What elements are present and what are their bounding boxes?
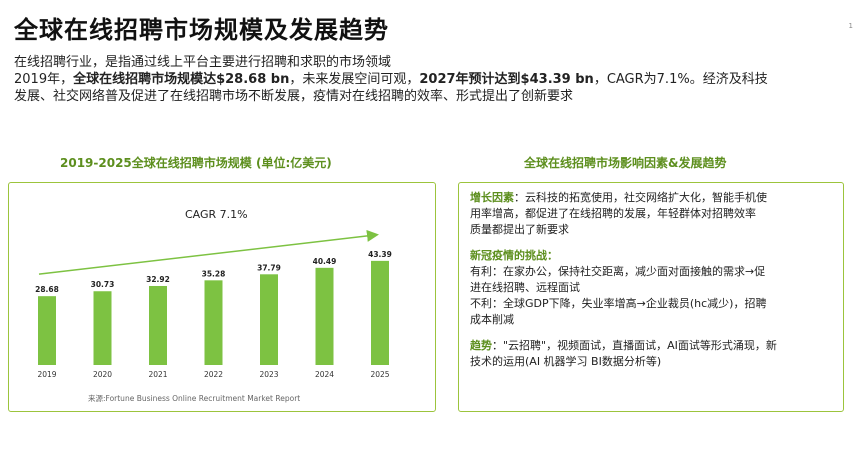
cagr-label: CAGR 7.1%: [185, 208, 248, 221]
bar-chart: CAGR 7.1% 28.68 2019 30.73 2020 32.92 2021 35.…: [35, 208, 392, 379]
growth-factors-label: 增长因素: [470, 191, 514, 204]
growth-text-1: ：云科技的拓宽使用，社交网络扩大化，智能手机使: [514, 191, 767, 204]
page-title: 全球在线招聘市场规模及发展趋势: [14, 16, 389, 44]
chart-section-title: 2019-2025全球在线招聘市场规模 (单位:亿美元): [60, 156, 332, 170]
growth-text-2: 用率增高，都促进了在线招聘的发展，年轻群体对招聘效率: [470, 207, 756, 220]
chart-panel: CAGR 7.1% 28.68 2019 30.73 2020 32.92 2021 35.…: [8, 182, 436, 412]
covid-pro-2: 进在线招聘、远程面试: [470, 281, 580, 294]
bar-2022: [204, 280, 223, 365]
source-note: 来源:Fortune Business Online Recruitment M…: [88, 394, 301, 403]
page-number: 1: [848, 22, 853, 30]
cagr-annotation: CAGR 7.1%: [38, 208, 379, 275]
intro-year: 2019年，: [14, 72, 74, 87]
bar-2021: [149, 285, 167, 365]
intro-line-2: 2019年，全球在线招聘市场规模达$28.68 bn，未来发展空间可观，2027…: [14, 71, 854, 88]
tick-label-2022: 2022: [204, 370, 223, 379]
intro-text: 在线招聘行业，是指通过线上平台主要进行招聘和求职的市场领域 2019年，全球在线…: [14, 54, 854, 105]
value-label-2024: 40.49: [313, 257, 337, 266]
trend-label: 趋势: [470, 339, 492, 352]
covid-block: 新冠疫情的挑战： 有利：在家办公，保持社交距离，减少面对面接触的需求→促 进在线…: [470, 248, 832, 328]
value-label-2020: 30.73: [91, 280, 115, 289]
intro-forecast: 2027年预计达到$43.39 bn: [419, 72, 594, 87]
value-label-2022: 35.28: [202, 269, 226, 278]
trend-block: 趋势："云招聘"，视频面试，直播面试，AI面试等形式涌现，新 技术的运用(AI …: [470, 338, 832, 370]
growth-factors-block: 增长因素：云科技的拓宽使用，社交网络扩大化，智能手机使 用率增高，都促进了在线招…: [470, 190, 832, 238]
bar-series: 28.68 2019 30.73 2020 32.92 2021 35.28 2022 37.7…: [35, 250, 392, 379]
tick-label-2019: 2019: [37, 370, 56, 379]
bar-2024: [315, 267, 334, 365]
tick-label-2025: 2025: [370, 370, 389, 379]
trend-text-2: 技术的运用(AI 机器学习 BI数据分析等): [470, 355, 662, 368]
factors-section-title: 全球在线招聘市场影响因素&发展趋势: [524, 156, 727, 170]
covid-con-2: 成本削减: [470, 313, 514, 326]
bar-2020: [93, 291, 112, 365]
intro-outlook: ，未来发展空间可观，: [289, 72, 420, 87]
value-label-2019: 28.68: [35, 285, 59, 294]
value-label-2023: 37.79: [257, 263, 281, 272]
covid-label: 新冠疫情的挑战：: [470, 249, 558, 262]
tick-label-2021: 2021: [148, 370, 167, 379]
tick-label-2020: 2020: [93, 370, 112, 379]
covid-pro-1: 有利：在家办公，保持社交距离，减少面对面接触的需求→促: [470, 265, 766, 278]
tick-label-2023: 2023: [259, 370, 278, 379]
intro-market-size: 全球在线招聘市场规模达$28.68 bn: [73, 72, 290, 87]
value-label-2021: 32.92: [146, 275, 170, 284]
cagr-arrow: [38, 229, 379, 275]
factors-panel: [458, 182, 844, 412]
growth-text-3: 质量都提出了新要求: [470, 223, 569, 236]
intro-line-3: 发展、社交网络普及促进了在线招聘市场不断发展，疫情对在线招聘的效率、形式提出了创…: [14, 89, 574, 104]
value-label-2025: 43.39: [368, 250, 392, 259]
factors-content: 增长因素：云科技的拓宽使用，社交网络扩大化，智能手机使 用率增高，都促进了在线招…: [470, 190, 832, 380]
bar-2025: [371, 260, 389, 365]
trend-text-1: ："云招聘"，视频面试，直播面试，AI面试等形式涌现，新: [492, 339, 777, 352]
bar-2019: [38, 296, 56, 365]
bar-2023: [260, 274, 278, 365]
intro-line-1: 在线招聘行业，是指通过线上平台主要进行招聘和求职的市场领域: [14, 55, 392, 70]
covid-con-1: 不利：全球GDP下降，失业率增高→企业裁员(hc减少)，招聘: [470, 297, 767, 310]
intro-cagr: ，CAGR为7.1%。经济及科技: [593, 72, 768, 87]
tick-label-2024: 2024: [315, 370, 334, 379]
